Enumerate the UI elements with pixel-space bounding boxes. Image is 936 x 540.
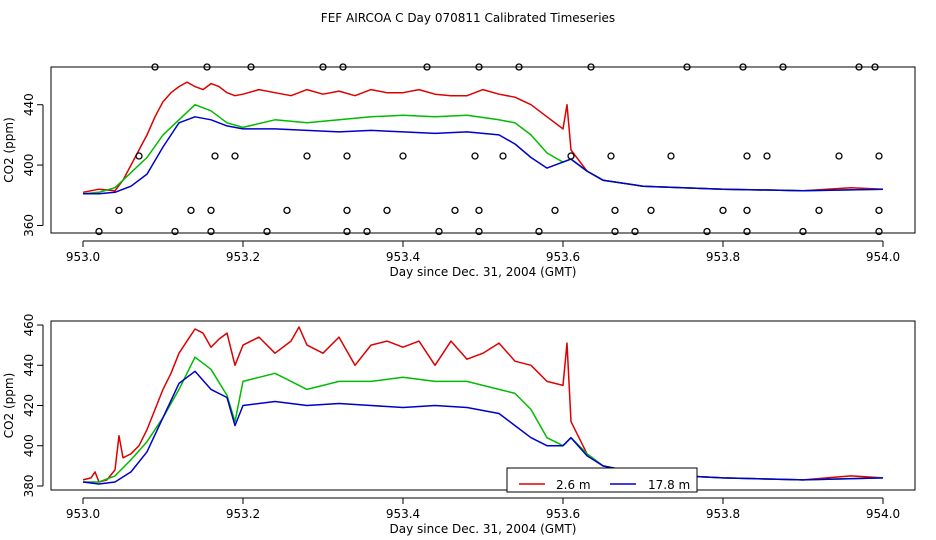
y-tick-label: 460 <box>22 314 36 337</box>
plot-frame <box>50 320 916 491</box>
x-tick-label: 953.0 <box>66 507 100 521</box>
annotation-marker <box>203 63 211 71</box>
annotation-marker <box>475 227 483 236</box>
legend-box <box>506 467 698 493</box>
x-axis-label: Day since Dec. 31, 2004 (GMT) <box>390 522 577 536</box>
x-tick-label: 953.4 <box>386 250 420 264</box>
annotation-marker <box>343 227 351 236</box>
x-tick-label: 953.6 <box>546 250 580 264</box>
plot-frame <box>50 66 916 234</box>
annotation-marker <box>779 63 787 71</box>
annotation-marker <box>667 152 675 160</box>
x-tick-label: 953.4 <box>386 507 420 521</box>
legend-label-2-6m: 2.6 m <box>556 478 591 492</box>
annotation-marker <box>343 152 351 160</box>
annotation-marker <box>515 63 523 71</box>
annotation-marker <box>339 63 347 71</box>
x-tick-label: 954.0 <box>866 250 900 264</box>
annotation-marker <box>551 206 559 215</box>
annotation-marker <box>535 227 543 236</box>
series-line-2-6-m <box>82 326 884 483</box>
annotation-marker <box>815 206 823 215</box>
annotation-marker <box>399 152 407 160</box>
annotation-marker <box>743 227 751 236</box>
series-line-17-8-m <box>83 116 884 195</box>
annotation-marker <box>875 227 883 236</box>
annotation-marker <box>499 152 507 160</box>
bottom-panel: 953.0 953.2 953.4 953.6 953.8 954.0 Day since … <box>2 314 916 536</box>
annotation-marker <box>211 152 219 160</box>
annotation-marker <box>343 206 351 215</box>
annotation-marker <box>875 152 883 160</box>
annotation-marker <box>135 152 143 160</box>
y-axis-label: CO2 (ppm) <box>2 117 16 183</box>
annotation-marker <box>567 152 575 160</box>
annotation-marker <box>231 152 239 160</box>
x-axis-label: Day since Dec. 31, 2004 (GMT) <box>390 265 577 279</box>
annotation-marker <box>739 63 747 71</box>
annotation-marker <box>435 227 443 236</box>
y-tick-label: 420 <box>22 394 36 417</box>
annotation-marker <box>283 206 291 215</box>
series-line-17-8-m <box>82 370 884 485</box>
annotation-marker <box>799 227 807 236</box>
annotation-marker <box>423 63 431 71</box>
annotation-marker <box>475 206 483 215</box>
annotation-marker <box>303 152 311 160</box>
x-tick-label: 953.8 <box>706 250 740 264</box>
legend: 2.6 m 17.8 m <box>506 467 698 493</box>
y-tick-label: 380 <box>22 475 36 498</box>
annotation-marker <box>471 152 479 160</box>
x-tick-label: 953.2 <box>226 507 260 521</box>
annotation-marker <box>611 227 619 236</box>
legend-label-17-8m: 17.8 m <box>648 478 690 492</box>
annotation-marker <box>647 206 655 215</box>
annotation-marker <box>611 206 619 215</box>
annotation-marker <box>855 63 863 71</box>
annotation-marker <box>115 206 123 215</box>
annotation-marker <box>207 206 215 215</box>
annotation-marker <box>187 206 195 215</box>
figure-title: FEF AIRCOA C Day 070811 Calibrated Times… <box>321 11 615 25</box>
x-tick-label: 953.8 <box>706 507 740 521</box>
annotation-marker <box>95 227 103 236</box>
top-panel: 953.0 953.2 953.4 953.6 953.8 954.0 Day since … <box>2 63 916 279</box>
x-tick-label: 953.0 <box>66 250 100 264</box>
annotation-marker <box>631 227 639 236</box>
annotation-marker <box>763 152 771 160</box>
annotation-marker <box>319 63 327 71</box>
y-axis-label: CO2 (ppm) <box>2 373 16 439</box>
annotation-marker <box>247 63 255 71</box>
annotation-marker <box>875 206 883 215</box>
annotation-marker <box>743 206 751 215</box>
y-tick-label: 440 <box>22 93 36 116</box>
annotation-marker <box>607 152 615 160</box>
annotation-marker <box>475 63 483 71</box>
annotation-marker <box>703 227 711 236</box>
annotation-marker <box>151 63 159 71</box>
annotation-marker <box>743 152 751 160</box>
annotation-marker <box>363 227 371 236</box>
annotation-marker <box>587 63 595 71</box>
series-line-mid <box>83 356 884 483</box>
annotation-marker <box>835 152 843 160</box>
annotation-marker <box>171 227 179 236</box>
x-tick-label: 954.0 <box>866 507 900 521</box>
series-line-2-6-m <box>82 81 884 194</box>
annotation-marker <box>207 227 215 236</box>
annotation-marker <box>683 63 691 71</box>
x-tick-label: 953.2 <box>226 250 260 264</box>
annotation-marker <box>871 63 879 71</box>
y-tick-label: 440 <box>22 354 36 377</box>
annotation-marker <box>383 206 391 215</box>
y-tick-label: 400 <box>22 434 36 457</box>
x-tick-label: 953.6 <box>546 507 580 521</box>
annotation-marker <box>263 227 271 236</box>
annotation-marker <box>451 206 459 215</box>
y-tick-label: 360 <box>22 214 36 237</box>
y-tick-label: 400 <box>22 154 36 177</box>
annotation-marker <box>719 206 727 215</box>
